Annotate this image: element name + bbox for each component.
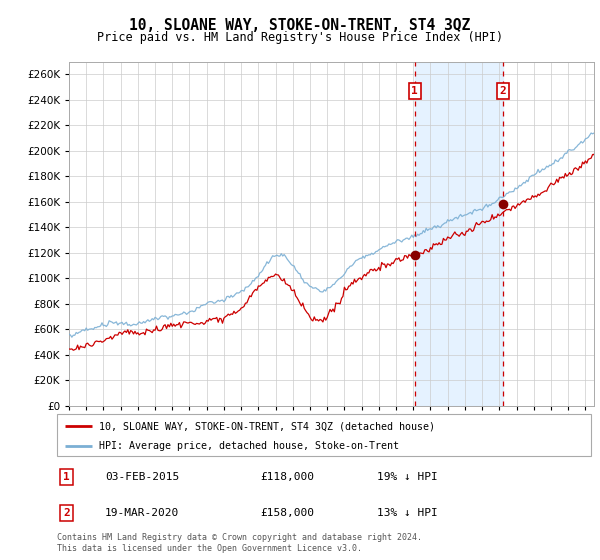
Text: 03-FEB-2015: 03-FEB-2015 [105, 472, 179, 482]
Text: Contains HM Land Registry data © Crown copyright and database right 2024.
This d: Contains HM Land Registry data © Crown c… [57, 533, 422, 553]
Text: 2: 2 [63, 508, 70, 518]
Text: Price paid vs. HM Land Registry's House Price Index (HPI): Price paid vs. HM Land Registry's House … [97, 31, 503, 44]
Bar [415, 62, 503, 406]
Text: 1: 1 [63, 472, 70, 482]
Text: 10, SLOANE WAY, STOKE-ON-TRENT, ST4 3QZ: 10, SLOANE WAY, STOKE-ON-TRENT, ST4 3QZ [130, 18, 470, 33]
Text: 19-MAR-2020: 19-MAR-2020 [105, 508, 179, 518]
Text: 10, SLOANE WAY, STOKE-ON-TRENT, ST4 3QZ (detached house): 10, SLOANE WAY, STOKE-ON-TRENT, ST4 3QZ … [98, 421, 434, 431]
Text: 19% ↓ HPI: 19% ↓ HPI [377, 472, 438, 482]
Text: £158,000: £158,000 [260, 508, 314, 518]
Text: 2: 2 [500, 86, 506, 96]
Text: £118,000: £118,000 [260, 472, 314, 482]
Text: 1: 1 [412, 86, 418, 96]
Text: HPI: Average price, detached house, Stoke-on-Trent: HPI: Average price, detached house, Stok… [98, 441, 398, 451]
Text: 13% ↓ HPI: 13% ↓ HPI [377, 508, 438, 518]
FancyBboxPatch shape [57, 414, 591, 456]
